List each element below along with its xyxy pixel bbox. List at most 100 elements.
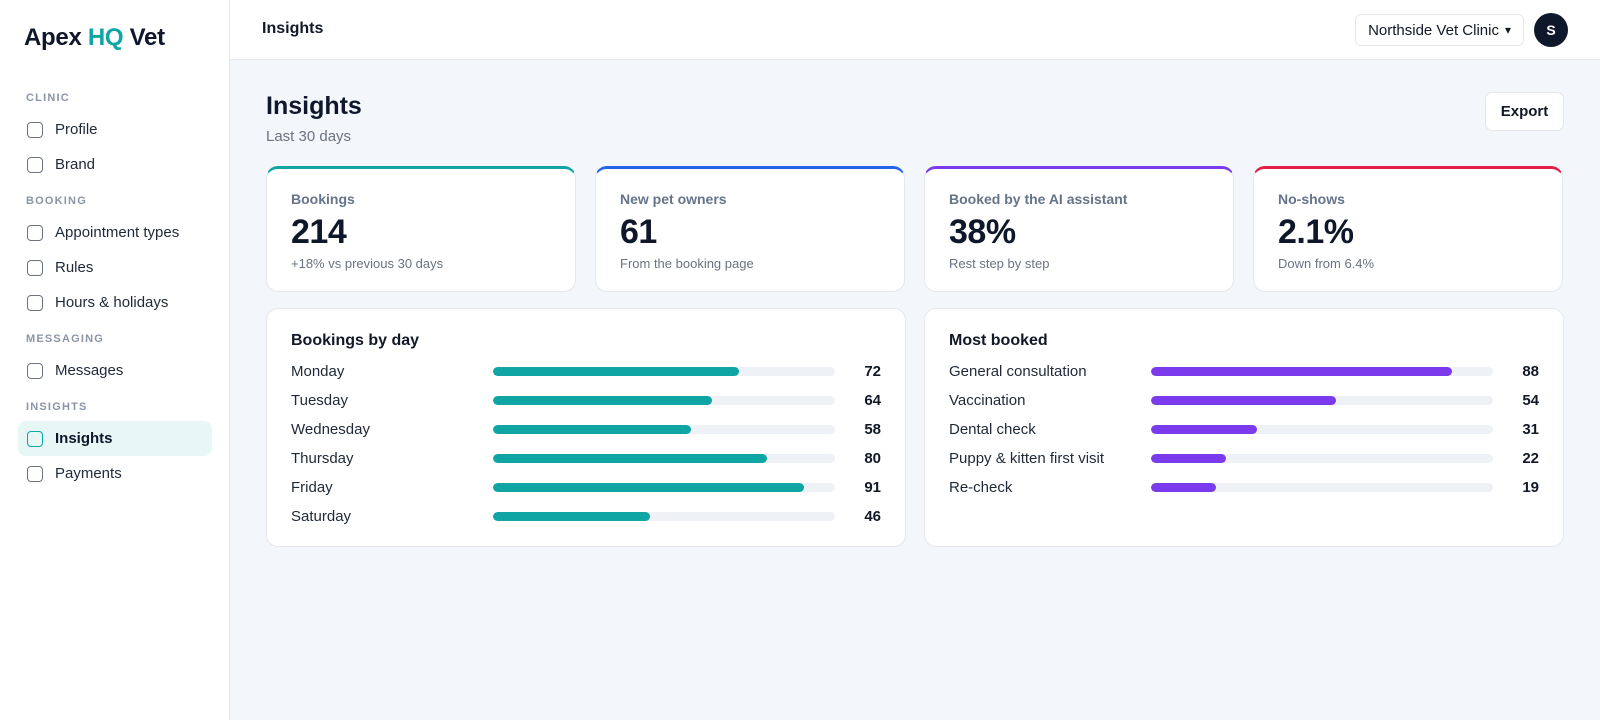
nav-section-messaging: MESSAGING bbox=[26, 333, 105, 345]
bar-fill bbox=[493, 453, 767, 463]
checkbox-icon bbox=[27, 465, 43, 482]
brand-name-part3: Vet bbox=[129, 24, 165, 51]
bar-value: 58 bbox=[864, 420, 881, 438]
bar-track bbox=[493, 453, 835, 463]
bar-track bbox=[1151, 395, 1493, 405]
stat-note: Rest step by step bbox=[949, 256, 1050, 271]
bar-label: Re-check bbox=[949, 478, 1013, 496]
brand-logo[interactable]: Apex HQ Vet bbox=[24, 24, 165, 52]
stat-note: +18% vs previous 30 days bbox=[291, 256, 444, 271]
bar-row: Vaccination 54 bbox=[949, 389, 1539, 411]
bar-fill bbox=[1151, 482, 1216, 492]
brand-name-part2: HQ bbox=[87, 24, 124, 51]
bar-fill bbox=[493, 482, 805, 492]
bar-label: Puppy & kitten first visit bbox=[949, 449, 1105, 467]
sidebar-item-hours-holidays[interactable]: Hours & holidays bbox=[18, 285, 212, 320]
bar-fill bbox=[493, 366, 740, 376]
page-subtitle: Last 30 days bbox=[266, 128, 352, 145]
stat-label: Booked by the AI assistant bbox=[949, 191, 1128, 207]
stat-label: No-shows bbox=[1278, 191, 1345, 207]
sidebar-item-label: Messages bbox=[55, 362, 124, 379]
bar-track bbox=[1151, 366, 1493, 376]
bar-track bbox=[493, 366, 835, 376]
nav-section-insights: INSIGHTS bbox=[26, 401, 88, 413]
bar-value: 22 bbox=[1522, 449, 1539, 467]
sidebar: Apex HQ Vet CLINIC Profile Brand BOOKING… bbox=[0, 0, 230, 720]
bar-value: 64 bbox=[864, 391, 881, 409]
bar-track bbox=[493, 482, 835, 492]
bar-fill bbox=[493, 395, 712, 405]
sidebar-item-appointment-types[interactable]: Appointment types bbox=[18, 215, 212, 250]
sidebar-item-payments[interactable]: Payments bbox=[18, 456, 212, 491]
stat-label: Bookings bbox=[291, 191, 355, 207]
bar-fill bbox=[493, 511, 651, 521]
stat-value: 38% bbox=[949, 213, 1016, 251]
topbar-title: Insights bbox=[262, 20, 324, 37]
bookings-by-day-panel: Bookings by day Monday 72 Tuesday 64 Wednesd… bbox=[266, 308, 906, 547]
bar-value: 54 bbox=[1522, 391, 1539, 409]
bar-track bbox=[493, 424, 835, 434]
bar-label: Saturday bbox=[291, 507, 352, 525]
bar-row: Tuesday 64 bbox=[291, 389, 881, 411]
sidebar-item-profile[interactable]: Profile bbox=[18, 112, 212, 147]
bar-label: Monday bbox=[291, 362, 345, 380]
bar-label: Friday bbox=[291, 478, 333, 496]
sidebar-item-label: Hours & holidays bbox=[55, 294, 169, 311]
stat-value: 2.1% bbox=[1278, 213, 1354, 251]
bar-row: Monday 72 bbox=[291, 360, 881, 382]
bar-label: Thursday bbox=[291, 449, 354, 467]
bar-track bbox=[1151, 482, 1493, 492]
bar-value: 80 bbox=[864, 449, 881, 467]
sidebar-item-rules[interactable]: Rules bbox=[18, 250, 212, 285]
clinic-selector[interactable]: Northside Vet Clinic ▾ bbox=[1355, 14, 1524, 46]
bar-track bbox=[493, 395, 835, 405]
export-button[interactable]: Export bbox=[1485, 92, 1564, 131]
stat-card-new-pet-owners: New pet owners 61 From the booking page bbox=[595, 166, 905, 292]
bar-row: Wednesday 58 bbox=[291, 418, 881, 440]
chevron-down-icon: ▾ bbox=[1504, 23, 1511, 37]
bar-row: Saturday 46 bbox=[291, 505, 881, 527]
checkbox-icon bbox=[27, 224, 43, 241]
bar-value: 31 bbox=[1522, 420, 1539, 438]
nav-section-booking: BOOKING bbox=[26, 195, 87, 207]
bar-row: Re-check 19 bbox=[949, 476, 1539, 498]
bar-row: Dental check 31 bbox=[949, 418, 1539, 440]
bar-value: 46 bbox=[864, 507, 881, 525]
stat-note: Down from 6.4% bbox=[1278, 256, 1375, 271]
bar-label: Tuesday bbox=[291, 391, 348, 409]
bar-fill bbox=[1151, 424, 1258, 434]
bar-track bbox=[1151, 453, 1493, 463]
most-booked-panel: Most booked General consultation 88 Vaccin… bbox=[924, 308, 1564, 547]
bar-value: 91 bbox=[864, 478, 881, 496]
checkbox-icon bbox=[27, 362, 43, 379]
panel-title: Most booked bbox=[949, 332, 1048, 349]
stat-value: 61 bbox=[620, 213, 657, 251]
panel-title: Bookings by day bbox=[291, 332, 420, 349]
sidebar-item-insights[interactable]: Insights bbox=[18, 421, 212, 456]
sidebar-item-label: Brand bbox=[55, 156, 96, 173]
bar-row: General consultation 88 bbox=[949, 360, 1539, 382]
bar-label: Vaccination bbox=[949, 391, 1026, 409]
page-title: Insights bbox=[266, 92, 362, 120]
bar-value: 72 bbox=[864, 362, 881, 380]
sidebar-item-messages[interactable]: Messages bbox=[18, 353, 212, 388]
checkbox-icon bbox=[27, 294, 43, 311]
bar-fill bbox=[1151, 366, 1452, 376]
sidebar-item-label: Insights bbox=[55, 430, 113, 447]
bar-row: Thursday 80 bbox=[291, 447, 881, 469]
nav-section-clinic: CLINIC bbox=[26, 92, 70, 104]
checkbox-icon bbox=[27, 430, 43, 447]
checkbox-icon bbox=[27, 259, 43, 276]
bar-label: General consultation bbox=[949, 362, 1087, 380]
stat-value: 214 bbox=[291, 213, 347, 251]
stat-card-ai-assistant: Booked by the AI assistant 38% Rest step… bbox=[924, 166, 1234, 292]
sidebar-item-label: Appointment types bbox=[55, 224, 180, 241]
bar-fill bbox=[1151, 395, 1336, 405]
topbar: Insights Northside Vet Clinic ▾ S bbox=[230, 0, 1600, 60]
bar-row: Friday 91 bbox=[291, 476, 881, 498]
sidebar-item-brand[interactable]: Brand bbox=[18, 147, 212, 182]
sidebar-item-label: Profile bbox=[55, 121, 98, 138]
bar-value: 19 bbox=[1522, 478, 1539, 496]
bar-track bbox=[493, 511, 835, 521]
avatar[interactable]: S bbox=[1534, 13, 1568, 47]
